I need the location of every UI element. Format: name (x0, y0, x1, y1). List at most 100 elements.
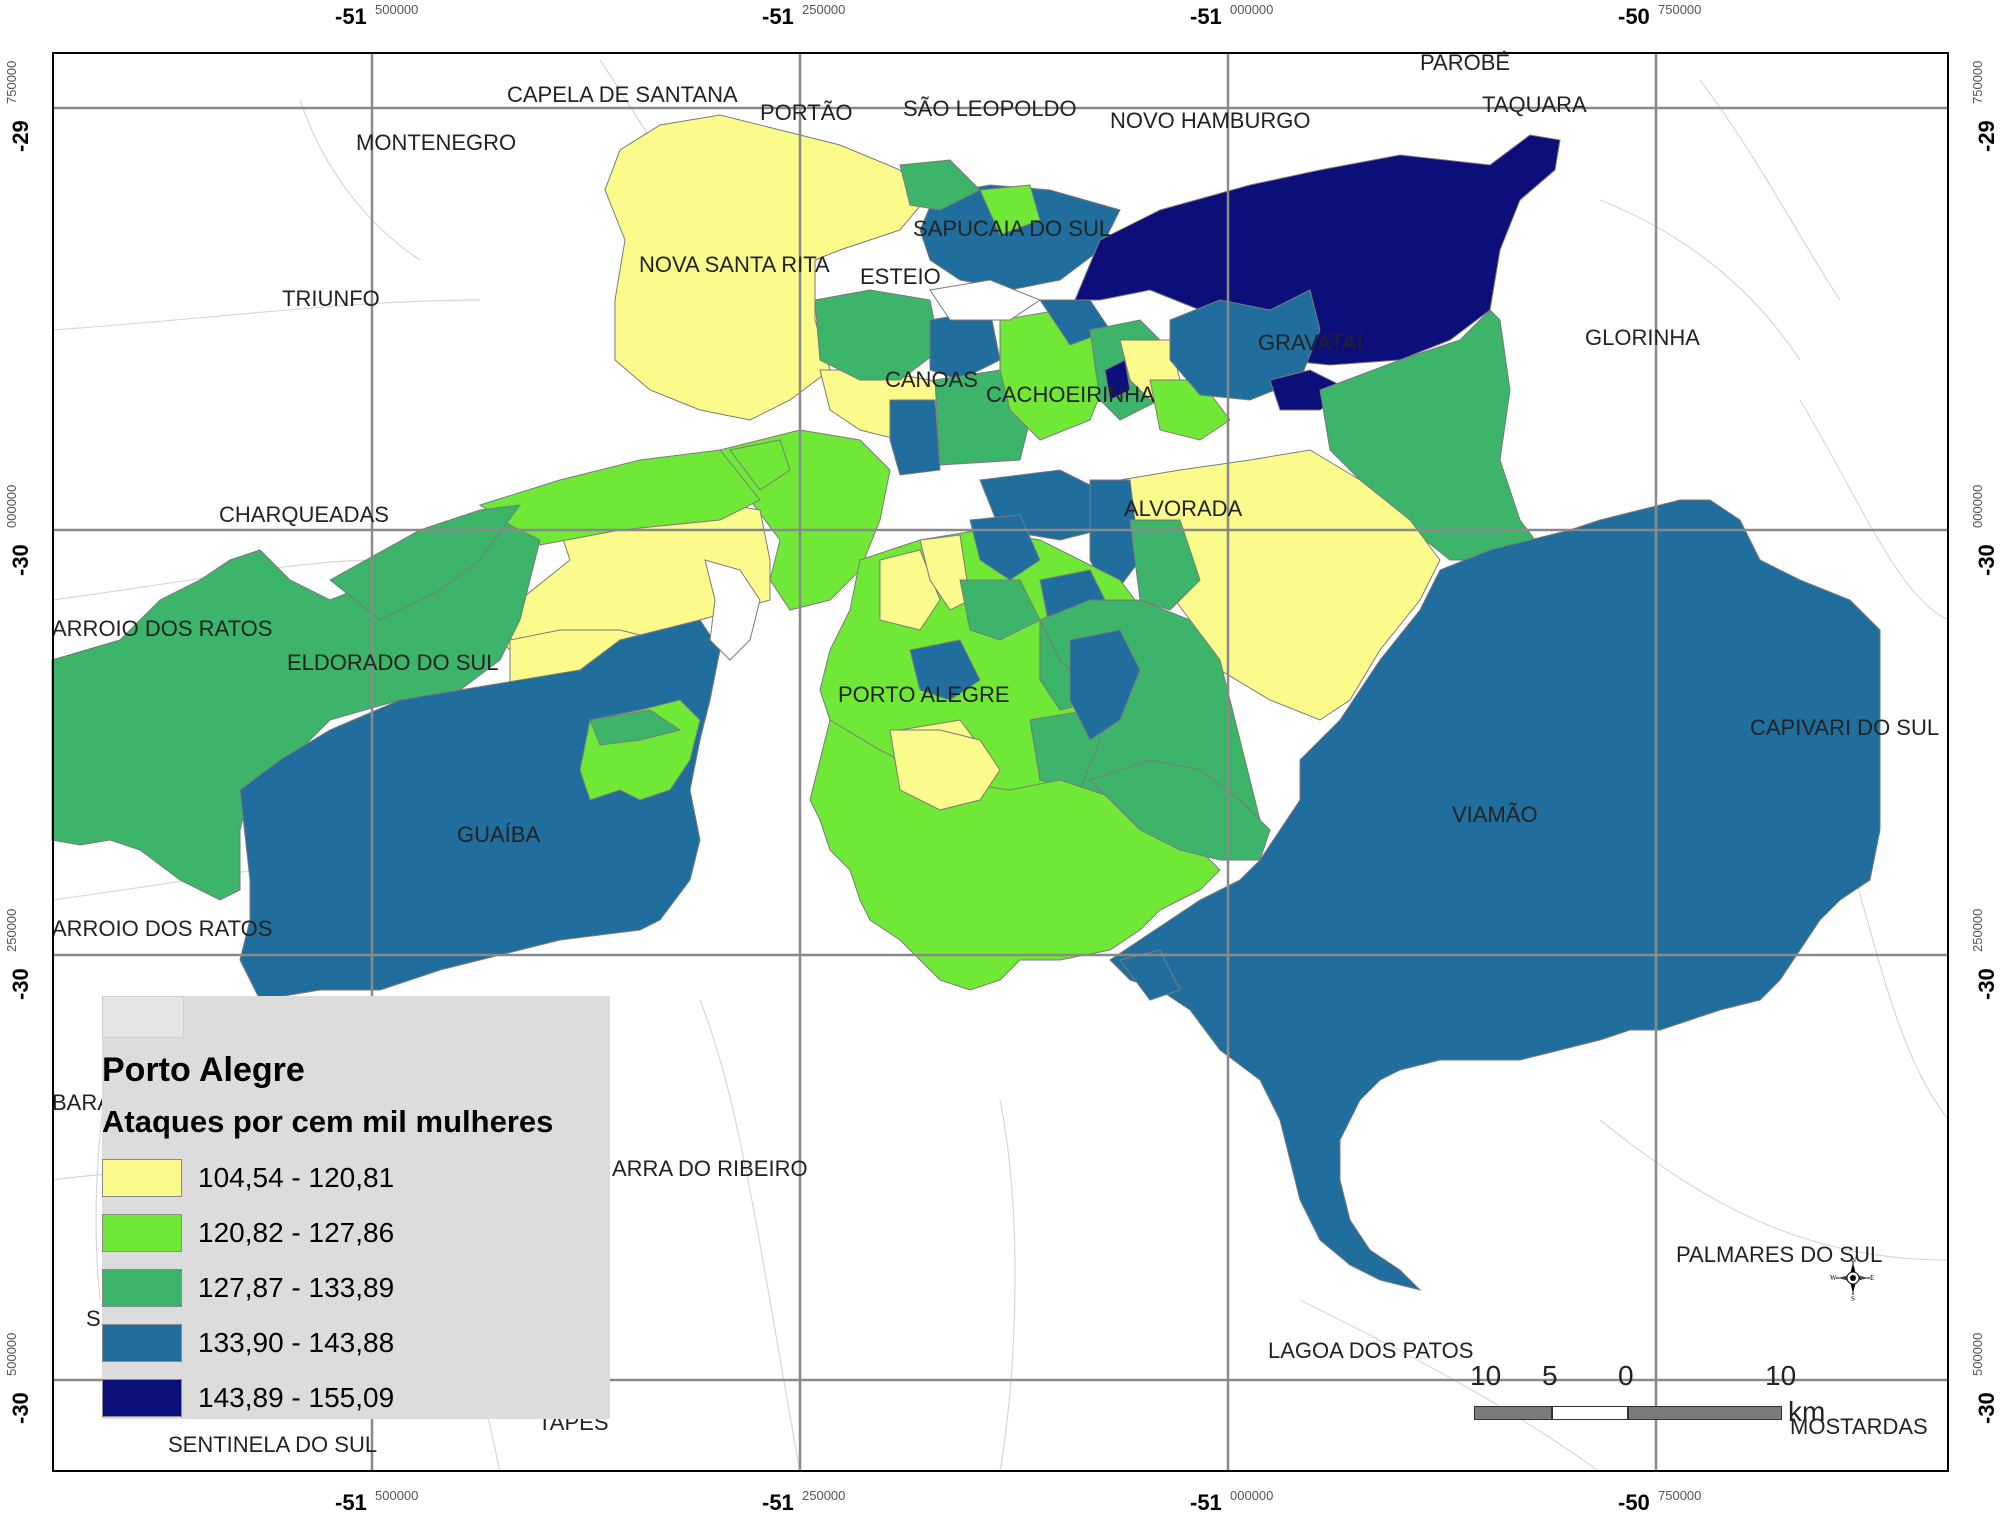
lat-right-3: -30 (1974, 968, 1999, 1000)
region-center-blue2 (1089, 479, 1141, 601)
region-canoas-blue2 (889, 399, 941, 476)
lon-top-2-minor: 250000 (802, 2, 845, 17)
graticule-labels: -51 500000 -51 250000 -51 000000 -50 750… (4, 2, 1999, 1515)
scale-label: 10 (1470, 1360, 1502, 1391)
scale-segment (1474, 1406, 1552, 1420)
lon-top-3: -51 (1190, 4, 1222, 29)
legend-item: 120,82 - 127,86 (102, 1213, 394, 1253)
place-label: ARRA DO RIBEIRO (612, 1156, 808, 1181)
legend-label: 143,89 - 155,09 (198, 1382, 395, 1413)
place-label: PALMARES DO SUL (1676, 1242, 1882, 1267)
scale-unit: km (1788, 1396, 1826, 1427)
place-label: SÃO LEOPOLDO (903, 96, 1077, 121)
place-label: SENTINELA DO SUL (168, 1432, 377, 1457)
lon-top-4-minor: 750000 (1658, 2, 1701, 17)
lon-top-4: -50 (1618, 4, 1650, 29)
lon-bot-1: -51 (335, 1490, 367, 1515)
legend-swatch (102, 1214, 182, 1252)
north-arrow-icon: N E S W (1830, 1256, 1874, 1301)
place-label: NOVO HAMBURGO (1110, 108, 1310, 133)
place-label: LAGOA DOS PATOS (1268, 1338, 1473, 1363)
lon-top-3-minor: 000000 (1230, 2, 1273, 17)
place-label: MONTENEGRO (356, 130, 516, 155)
lat-right-4: -30 (1974, 1392, 1999, 1424)
lat-left-3-minor: 250000 (4, 909, 19, 952)
scale-label: 0 (1618, 1360, 1634, 1391)
lon-top-2: -51 (762, 4, 794, 29)
scale-label: 10 (1765, 1360, 1797, 1391)
lon-bot-2: -51 (762, 1490, 794, 1515)
region-poa-green1 (959, 579, 1041, 641)
place-label: PAROBÉ (1420, 50, 1510, 75)
scale-segment (1628, 1406, 1782, 1420)
region-gravatai-blue (1169, 289, 1321, 401)
lon-bot-4-minor: 750000 (1658, 1488, 1701, 1503)
region-sapucaia-green (979, 184, 1041, 236)
region-center-green (1129, 519, 1201, 611)
white-patch (929, 279, 1042, 321)
place-label: CAPELA DE SANTANA (507, 82, 738, 107)
region-west-green (51, 519, 541, 901)
lat-left-2: -30 (8, 544, 33, 576)
region-west-green2 (329, 504, 522, 621)
lat-left-2-minor: 000000 (4, 485, 19, 528)
place-label: S (86, 1306, 101, 1331)
place-label: CHARQUEADAS (219, 502, 389, 527)
place-label: ARROIO DOS RATOS (52, 616, 272, 641)
place-label: ELDORADO DO SUL (287, 650, 499, 675)
place-label: GLORINHA (1585, 325, 1700, 350)
lon-top-1: -51 (335, 4, 367, 29)
lat-right-3-minor: 250000 (1970, 909, 1985, 952)
region-poa-east-blue (1069, 629, 1141, 741)
legend-swatch (102, 1159, 182, 1197)
region-poa-green-left (729, 439, 791, 491)
region-eldorado-green (478, 449, 761, 546)
region-guaiba (239, 619, 721, 1001)
legend-item: 133,90 - 143,88 (102, 1323, 394, 1363)
lat-right-2-minor: 000000 (1970, 485, 1985, 528)
region-alvorada (1119, 449, 1441, 721)
place-label: MOSTARDAS (1790, 1414, 1928, 1439)
north-label: N (1851, 1256, 1856, 1264)
scale-segment (1552, 1406, 1628, 1420)
lat-left-3: -30 (8, 968, 33, 1000)
scale-label: 5 (1542, 1360, 1558, 1391)
lon-bot-3-minor: 000000 (1230, 1488, 1273, 1503)
lat-right-2: -30 (1974, 544, 1999, 576)
place-label: TAQUARA (1482, 92, 1587, 117)
region-esteio (899, 159, 981, 211)
lat-left-1: -29 (8, 120, 33, 152)
east-label: E (1870, 1274, 1874, 1282)
lon-bot-4: -50 (1618, 1490, 1650, 1515)
legend-title: Porto Alegre (102, 1051, 305, 1089)
lon-bot-1-minor: 500000 (375, 1488, 418, 1503)
legend-header-swatch (102, 996, 184, 1038)
region-south-green2 (1089, 759, 1271, 861)
place-label: PORTÃO (760, 100, 853, 125)
place-label: ARROIO DOS RATOS (52, 916, 272, 941)
map-frame (52, 52, 1949, 1472)
legend: Porto Alegre Ataques por cem mil mulhere… (102, 996, 610, 1419)
scale-bar: 10 5 0 10 km (1470, 1360, 1825, 1427)
lat-right-1-minor: 750000 (1970, 61, 1985, 104)
legend-label: 120,82 - 127,86 (198, 1217, 395, 1248)
legend-swatch (102, 1379, 182, 1417)
region-guaiba-green2 (589, 709, 682, 746)
place-label: ALVORADA (1124, 496, 1243, 521)
region-poa-yellow1 (879, 549, 941, 631)
west-label: W (1830, 1274, 1837, 1282)
legend-label: 133,90 - 143,88 (198, 1327, 395, 1358)
lon-bot-3: -51 (1190, 1490, 1222, 1515)
lat-left-1-minor: 750000 (4, 61, 19, 104)
legend-swatch (102, 1269, 182, 1307)
legend-label: 127,87 - 133,89 (198, 1272, 395, 1303)
place-labels: PAROBÉ CAPELA DE SANTANA PORTÃO SÃO LEOP… (52, 50, 1939, 1457)
legend-item: 143,89 - 155,09 (102, 1378, 394, 1418)
place-label: ESTEIO (860, 264, 941, 289)
place-label: GUAÍBA (457, 822, 540, 847)
place-label: PORTO ALEGRE (838, 682, 1010, 707)
place-label: NOVA SANTA RITA (639, 252, 830, 277)
place-label: VIAMÃO (1452, 802, 1538, 827)
legend-item: 127,87 - 133,89 (102, 1268, 394, 1308)
